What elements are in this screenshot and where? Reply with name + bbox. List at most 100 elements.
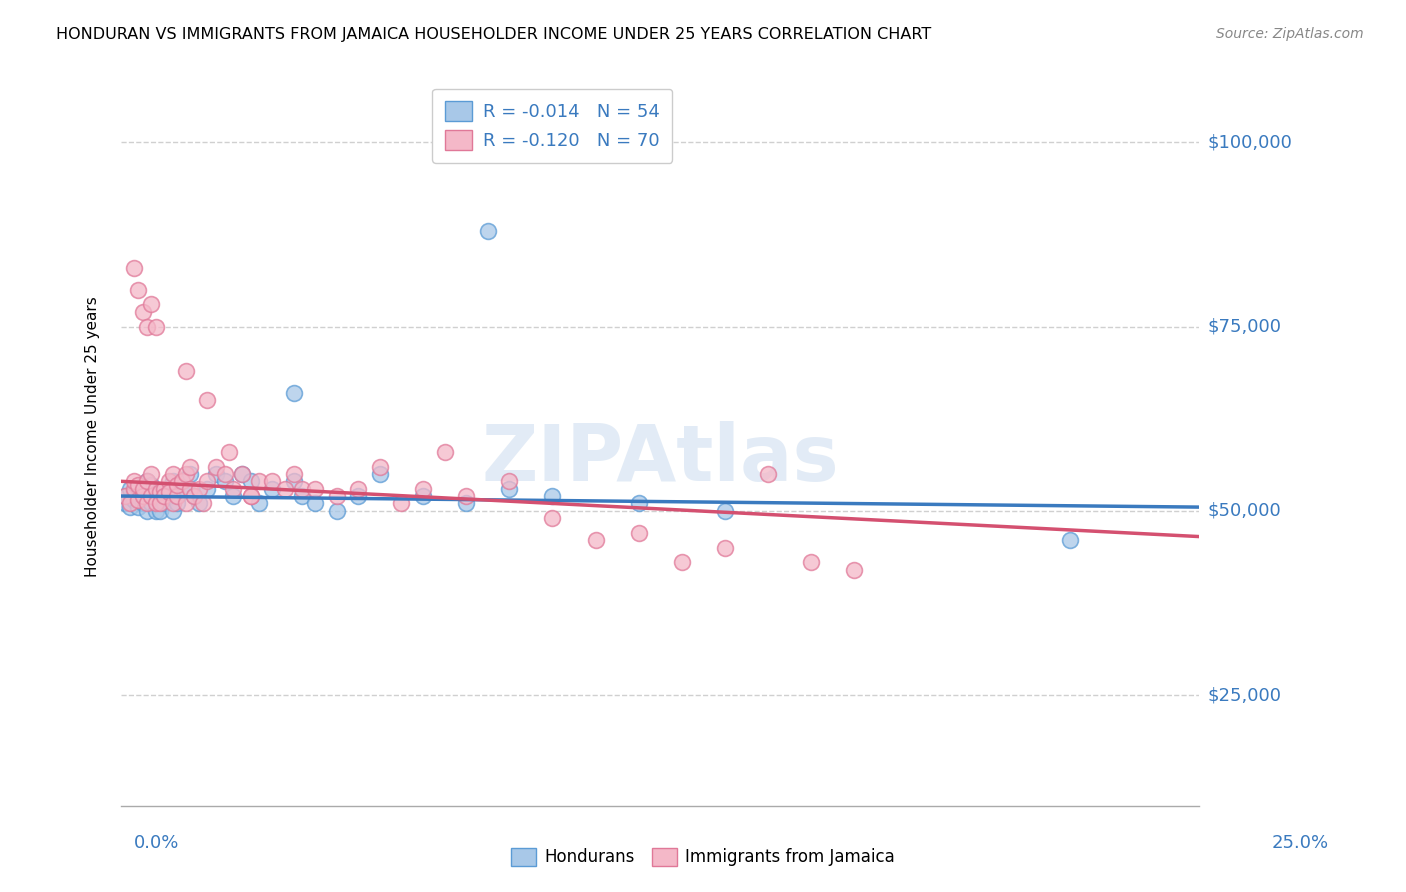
Point xyxy=(131,489,153,503)
Point xyxy=(136,319,159,334)
Point xyxy=(222,482,245,496)
Point xyxy=(141,478,163,492)
Text: 0.0%: 0.0% xyxy=(134,834,179,852)
Legend: R = -0.014   N = 54, R = -0.120   N = 70: R = -0.014 N = 54, R = -0.120 N = 70 xyxy=(433,88,672,162)
Point xyxy=(162,467,184,481)
Point xyxy=(183,489,205,503)
Point xyxy=(247,475,270,489)
Point xyxy=(118,500,141,515)
Point xyxy=(214,475,236,489)
Point xyxy=(179,482,201,496)
Point xyxy=(174,467,197,481)
Point xyxy=(477,224,499,238)
Point xyxy=(166,489,188,503)
Point xyxy=(157,485,180,500)
Point xyxy=(122,492,145,507)
Point xyxy=(145,504,167,518)
Point xyxy=(412,489,434,503)
Point xyxy=(800,555,823,569)
Point xyxy=(347,482,370,496)
Point xyxy=(131,482,153,496)
Point xyxy=(239,475,262,489)
Point xyxy=(118,482,141,496)
Point xyxy=(179,467,201,481)
Text: ZIPAtlas: ZIPAtlas xyxy=(481,421,839,497)
Point xyxy=(131,496,153,510)
Point xyxy=(170,475,193,489)
Point xyxy=(368,467,391,481)
Y-axis label: Householder Income Under 25 years: Householder Income Under 25 years xyxy=(86,297,100,577)
Point xyxy=(162,496,184,510)
Point xyxy=(304,482,326,496)
Point xyxy=(162,475,184,489)
Point xyxy=(153,489,176,503)
Point xyxy=(136,475,159,489)
Point xyxy=(197,393,219,408)
Point xyxy=(136,504,159,518)
Point xyxy=(239,489,262,503)
Point xyxy=(239,489,262,503)
Point xyxy=(541,489,564,503)
Point xyxy=(127,489,149,503)
Point xyxy=(149,492,172,507)
Point xyxy=(141,297,163,311)
Point xyxy=(197,475,219,489)
Point xyxy=(131,305,153,319)
Point xyxy=(145,496,167,510)
Point xyxy=(498,482,520,496)
Point xyxy=(183,489,205,503)
Point xyxy=(114,489,136,503)
Point xyxy=(122,475,145,489)
Point xyxy=(157,475,180,489)
Text: Source: ZipAtlas.com: Source: ZipAtlas.com xyxy=(1216,27,1364,41)
Point xyxy=(262,475,284,489)
Point xyxy=(714,504,737,518)
Point xyxy=(127,500,149,515)
Point xyxy=(118,496,141,510)
Point xyxy=(153,496,176,510)
Point xyxy=(412,482,434,496)
Point xyxy=(247,496,270,510)
Point xyxy=(456,489,478,503)
Point xyxy=(145,319,167,334)
Point xyxy=(627,525,650,540)
Text: 25.0%: 25.0% xyxy=(1271,834,1329,852)
Point xyxy=(145,482,167,496)
Point xyxy=(174,364,197,378)
Point xyxy=(162,504,184,518)
Point xyxy=(174,496,197,510)
Point xyxy=(231,467,253,481)
Point xyxy=(149,496,172,510)
Point xyxy=(136,475,159,489)
Point xyxy=(197,482,219,496)
Point xyxy=(153,482,176,496)
Point xyxy=(141,496,163,510)
Point xyxy=(291,482,314,496)
Point xyxy=(127,283,149,297)
Point xyxy=(627,496,650,510)
Text: $100,000: $100,000 xyxy=(1208,133,1292,152)
Point xyxy=(157,482,180,496)
Point xyxy=(187,482,209,496)
Point xyxy=(179,459,201,474)
Point xyxy=(756,467,779,481)
Text: $75,000: $75,000 xyxy=(1208,318,1282,335)
Point xyxy=(127,478,149,492)
Point xyxy=(205,467,228,481)
Point xyxy=(166,478,188,492)
Point xyxy=(141,489,163,503)
Point xyxy=(283,475,305,489)
Point xyxy=(166,496,188,510)
Point xyxy=(131,478,153,492)
Point xyxy=(114,489,136,503)
Point xyxy=(214,467,236,481)
Point xyxy=(191,496,214,510)
Point xyxy=(391,496,413,510)
Point xyxy=(714,541,737,555)
Point xyxy=(153,489,176,503)
Point xyxy=(585,533,607,548)
Point xyxy=(326,504,349,518)
Point xyxy=(291,489,314,503)
Point xyxy=(671,555,693,569)
Text: HONDURAN VS IMMIGRANTS FROM JAMAICA HOUSEHOLDER INCOME UNDER 25 YEARS CORRELATIO: HONDURAN VS IMMIGRANTS FROM JAMAICA HOUS… xyxy=(56,27,932,42)
